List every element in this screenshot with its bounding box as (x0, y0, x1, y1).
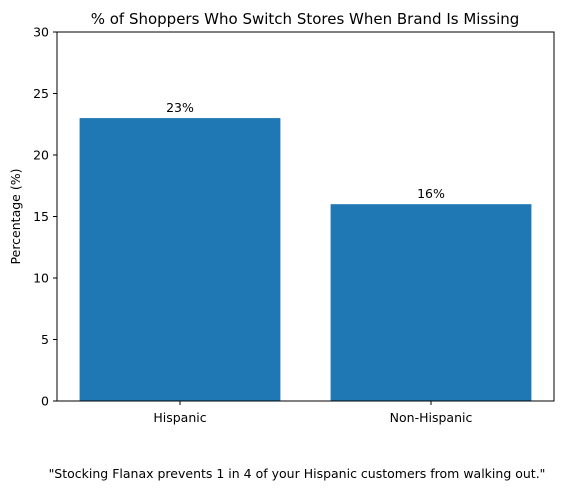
y-axis: 0 5 10 15 20 25 30 (33, 25, 57, 409)
bar-value-label: 23% (166, 100, 194, 115)
plot-frame (56, 31, 555, 402)
bars-layer (79, 118, 532, 401)
chart-title: % of Shoppers Who Switch Stores When Bra… (91, 10, 520, 28)
x-tick-label: Non-Hispanic (390, 410, 473, 425)
x-tick-label: Hispanic (153, 410, 206, 425)
y-tick-label: 10 (33, 271, 49, 286)
bar-value-label: 16% (417, 186, 445, 201)
y-axis-label: Percentage (%) (8, 169, 23, 265)
bar-labels-layer: 23% 16% (166, 100, 445, 201)
y-tick-label: 30 (33, 25, 49, 40)
y-tick-label: 20 (33, 148, 49, 163)
x-axis: Hispanic Non-Hispanic (153, 401, 472, 425)
y-tick-label: 5 (41, 332, 49, 347)
y-tick-label: 15 (33, 209, 49, 224)
y-tick-label: 25 (33, 86, 49, 101)
bar-hispanic (79, 118, 281, 401)
bar-non-hispanic (330, 204, 532, 401)
chart-caption: "Stocking Flanax prevents 1 in 4 of your… (49, 466, 546, 481)
y-tick-label: 0 (41, 394, 49, 409)
